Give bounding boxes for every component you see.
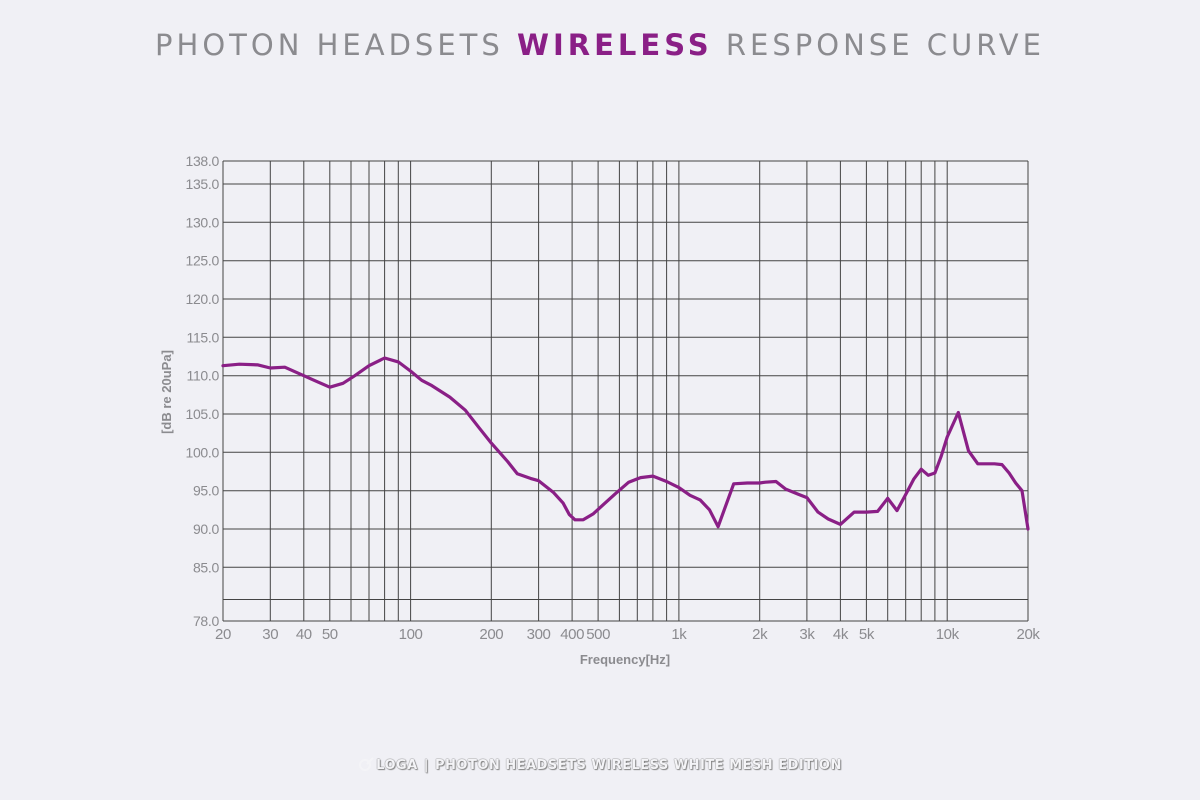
x-tick-label: 200 bbox=[479, 626, 503, 643]
x-tick-label: 500 bbox=[586, 626, 610, 643]
x-tick-label: 2k bbox=[752, 626, 768, 643]
x-axis-label: Frequency[Hz] bbox=[580, 652, 670, 667]
grid bbox=[222, 160, 1029, 622]
x-tick-label: 40 bbox=[296, 626, 312, 643]
y-tick-label: 110.0 bbox=[187, 368, 220, 384]
y-tick-label: 85.0 bbox=[193, 559, 220, 575]
y-tick-label: 78.0 bbox=[193, 613, 220, 629]
loga-logo-icon bbox=[358, 757, 374, 773]
x-tick-label: 400 bbox=[560, 626, 584, 643]
y-tick-label: 125.0 bbox=[185, 253, 219, 269]
series-line-photon-headsets-wireless bbox=[221, 356, 1030, 531]
x-tick-label: 4k bbox=[833, 626, 849, 643]
y-tick-label: 135.0 bbox=[185, 176, 219, 192]
y-tick-label: 95.0 bbox=[193, 483, 220, 499]
x-tick-label: 20 bbox=[215, 626, 231, 643]
y-tick-labels: 78.0 85.0 90.0 95.0 100.0 105.0 110.0 115.0 120.… bbox=[185, 153, 219, 629]
y-axis-label: [dB re 20uPa] bbox=[159, 350, 174, 434]
x-tick-label: 3k bbox=[799, 626, 815, 643]
footer-separator: | bbox=[423, 758, 429, 773]
y-tick-label: 130.0 bbox=[185, 214, 219, 230]
title-highlight: WIRELESS bbox=[517, 28, 713, 62]
y-tick-label: 115.0 bbox=[187, 329, 220, 345]
title-prefix: PHOTON HEADSETS bbox=[155, 28, 504, 62]
y-tick-label: 90.0 bbox=[193, 521, 220, 537]
x-tick-label: 10k bbox=[936, 626, 960, 643]
x-tick-label: 30 bbox=[262, 626, 278, 643]
x-tick-label: 1k bbox=[671, 626, 687, 643]
y-tick-label: 138.0 bbox=[185, 153, 219, 169]
x-tick-label: 300 bbox=[527, 626, 551, 643]
y-tick-label: 100.0 bbox=[185, 444, 219, 460]
x-tick-label: 50 bbox=[322, 626, 338, 643]
x-tick-label: 20k bbox=[1017, 626, 1041, 643]
x-tick-labels: 20 30 40 50 100 200 300 400 500 1k 2k 3k 4k 5k 10k 20k bbox=[215, 626, 1041, 643]
chart-title: PHOTON HEADSETS WIRELESS RESPONSE CURVE bbox=[0, 28, 1200, 62]
x-tick-label: 100 bbox=[399, 626, 423, 643]
title-suffix: RESPONSE CURVE bbox=[725, 28, 1045, 62]
y-tick-label: 120.0 bbox=[185, 291, 219, 307]
x-tick-label: 5k bbox=[859, 626, 875, 643]
footer: LOGA | PHOTON HEADSETS WIRELESS WHITE MESH… bbox=[0, 757, 1200, 773]
y-tick-label: 105.0 bbox=[185, 406, 219, 422]
footer-text: PHOTON HEADSETS WIRELESS WHITE MESH EDIT… bbox=[435, 758, 842, 773]
footer-brand: LOGA bbox=[376, 758, 418, 773]
